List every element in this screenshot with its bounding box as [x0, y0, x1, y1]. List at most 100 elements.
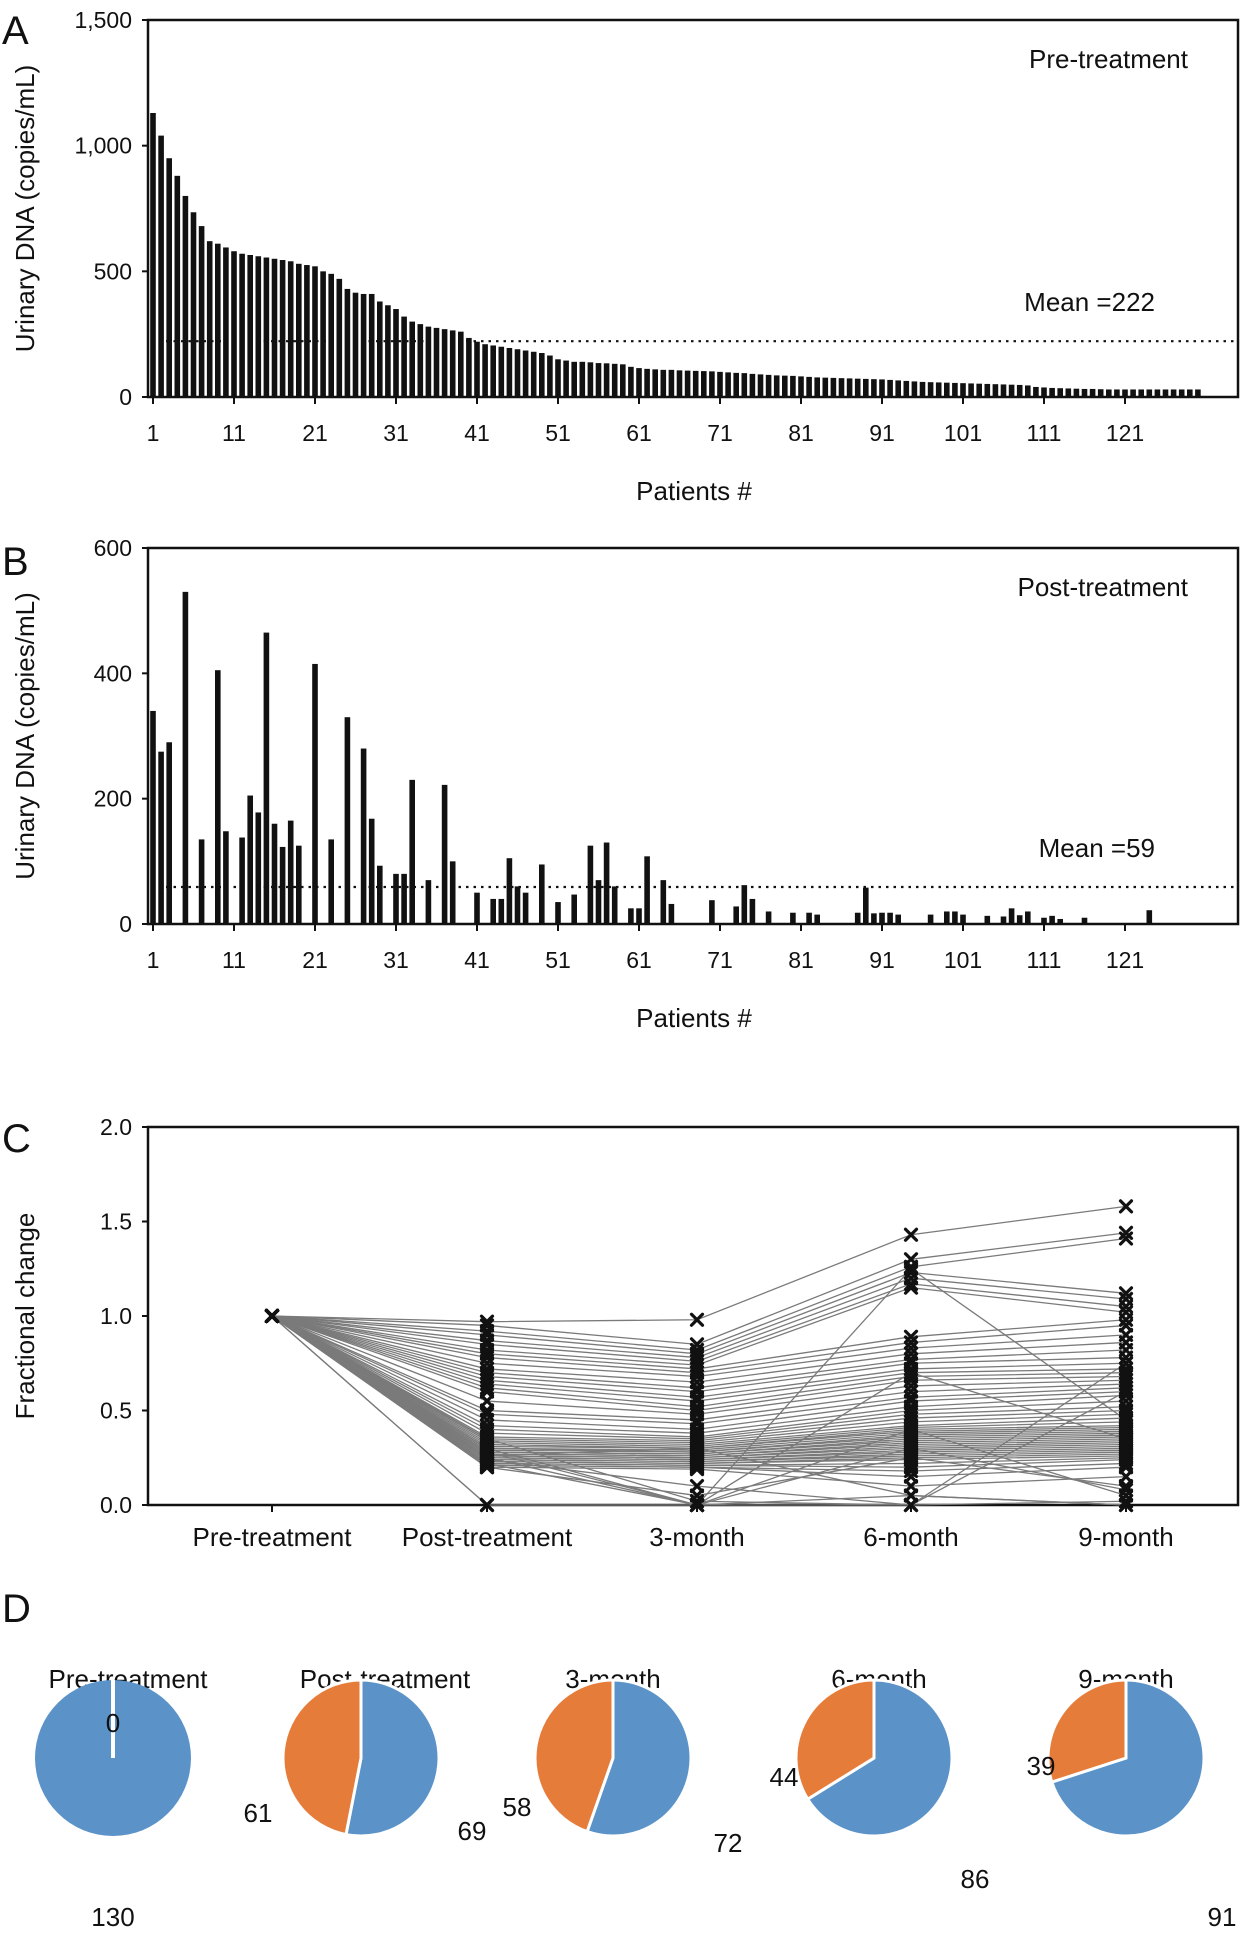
pie-label-orange: 39 [1027, 1751, 1056, 1781]
mean-label: Mean =222 [1024, 287, 1155, 317]
bar [255, 256, 262, 397]
bar [1000, 384, 1007, 397]
bar [895, 914, 901, 924]
bar [417, 324, 424, 397]
y-axis-title: Urinary DNA (copies/mL) [10, 65, 40, 353]
bar [296, 845, 302, 924]
bar [539, 353, 545, 397]
bar [223, 247, 229, 397]
y-tick-label: 0.0 [100, 1492, 132, 1518]
data-point [689, 1479, 705, 1494]
y-tick-label: 0 [119, 911, 132, 937]
x-axis-title: Patients # [636, 1003, 752, 1033]
data-point [903, 1227, 919, 1242]
bar [174, 175, 181, 397]
bar [328, 273, 334, 397]
bar [304, 265, 310, 397]
bar [360, 293, 367, 397]
bar [352, 292, 359, 397]
bar [895, 380, 901, 397]
bar [377, 865, 383, 924]
x-tick-label: 71 [707, 947, 733, 973]
bar [741, 373, 748, 397]
x-tick-label: 121 [1106, 420, 1144, 446]
bar [652, 369, 658, 397]
bar [644, 856, 650, 924]
y-tick-label: 2.0 [100, 1114, 132, 1140]
bar [1146, 910, 1153, 924]
bar [247, 254, 253, 397]
bar [952, 911, 958, 924]
bar [198, 839, 205, 924]
bar [166, 742, 172, 924]
panel-letter: C [2, 1117, 31, 1161]
bar [717, 371, 723, 397]
bar [1170, 389, 1177, 397]
bar [255, 812, 262, 924]
bar [1041, 917, 1047, 924]
data-point [903, 1441, 919, 1456]
x-tick-label: Post-treatment [402, 1522, 573, 1552]
bar [944, 382, 950, 397]
bar [992, 384, 999, 397]
bar [425, 326, 432, 397]
bar [927, 382, 934, 397]
x-tick-label: 21 [302, 947, 328, 973]
bar [279, 846, 286, 924]
pie-label-orange: 61 [244, 1798, 273, 1828]
x-tick-label: 121 [1106, 947, 1144, 973]
data-point [479, 1444, 495, 1460]
data-point [903, 1261, 919, 1276]
x-tick-label: 6-month [863, 1522, 958, 1552]
x-tick-label: 11 [222, 947, 246, 973]
x-tick-label: 51 [545, 947, 571, 973]
bar [984, 383, 991, 397]
bar [863, 887, 869, 924]
bar [571, 894, 577, 924]
bar [458, 331, 464, 397]
data-point [479, 1431, 495, 1446]
bar [1033, 386, 1039, 397]
bar [603, 842, 610, 924]
pie-label-blue: 86 [961, 1864, 990, 1894]
bar [401, 873, 407, 924]
pie-label-blue: 130 [91, 1902, 134, 1932]
bar [514, 886, 521, 924]
data-point [903, 1365, 919, 1380]
bar [287, 261, 294, 397]
bar [960, 383, 966, 397]
bar [393, 309, 399, 397]
data-point [1118, 1199, 1134, 1214]
bar [328, 839, 334, 924]
bar [1049, 387, 1055, 397]
bar [158, 751, 164, 924]
bar [773, 375, 780, 397]
bar [660, 369, 667, 397]
bar [506, 347, 513, 397]
bar [539, 864, 545, 924]
bar [595, 880, 602, 924]
pie-label-blue: 72 [714, 1828, 743, 1858]
mean-label: Mean =59 [1039, 833, 1155, 863]
bar [368, 293, 375, 397]
data-point [903, 1276, 919, 1291]
bar [385, 305, 391, 397]
bar [814, 914, 820, 924]
pie-slice-orange [794, 1678, 876, 1802]
bar [733, 372, 739, 397]
bar [231, 251, 237, 397]
x-tick-label: 81 [788, 420, 814, 446]
bar [1000, 916, 1007, 924]
pie-label-orange: 0 [106, 1708, 120, 1738]
bar [1195, 389, 1201, 397]
bar [360, 748, 367, 924]
bar [279, 260, 286, 397]
pie-label-blue: 91 [1208, 1902, 1237, 1932]
bar [871, 379, 877, 397]
bar [1089, 388, 1096, 397]
bar [863, 378, 869, 397]
bar [312, 663, 318, 924]
y-tick-label: 500 [94, 258, 132, 284]
bar [522, 892, 529, 924]
x-tick-label: 11 [222, 420, 246, 446]
